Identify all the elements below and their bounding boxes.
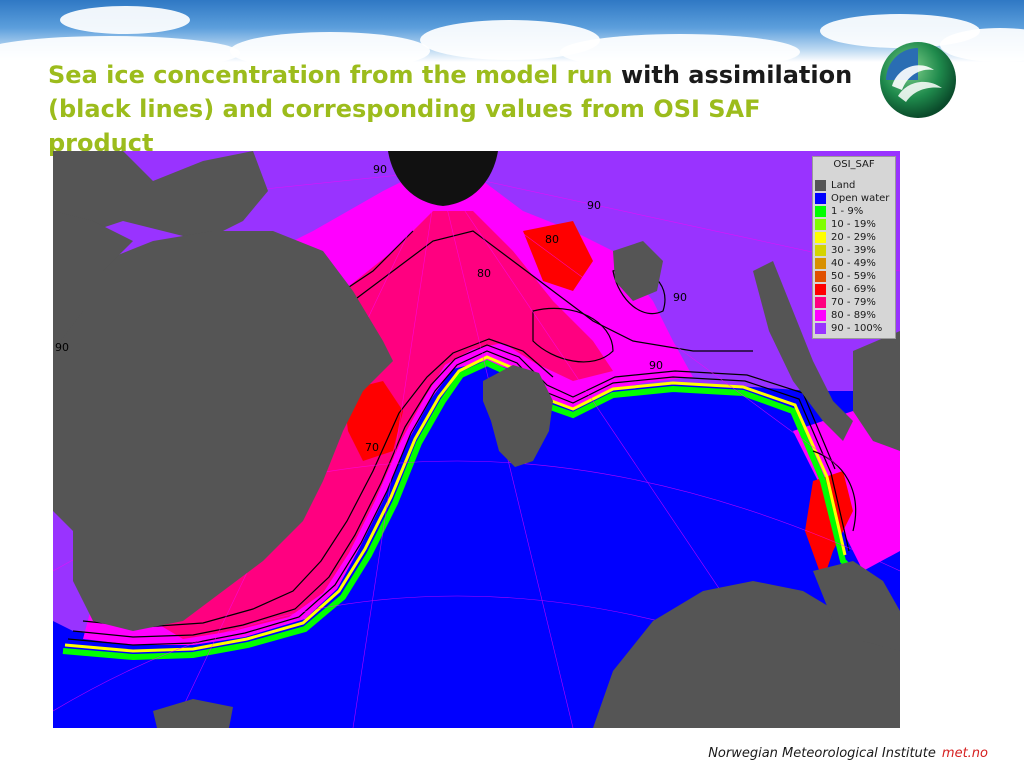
- ice-zone-east-60: [805, 471, 853, 581]
- ice-edge-band: [62, 359, 856, 661]
- legend-item: 80 - 89%: [815, 309, 889, 322]
- title-line2: (black lines) and corresponding values f…: [48, 95, 761, 157]
- legend-swatch: [815, 245, 826, 256]
- legend-swatch: [815, 232, 826, 243]
- legend-label: 90 - 100%: [831, 323, 883, 334]
- legend-swatch: [815, 310, 826, 321]
- legend-item: 70 - 79%: [815, 296, 889, 309]
- legend-item: 30 - 39%: [815, 244, 889, 257]
- legend-item: 20 - 29%: [815, 231, 889, 244]
- contour-label: 90: [587, 199, 601, 212]
- land-scandinavia: [593, 581, 900, 728]
- land-canada-west: [53, 151, 268, 241]
- legend-swatch: [815, 323, 826, 334]
- map-legend: OSI_SAF Land Open water 1 - 9% 10 - 19% 20 -…: [812, 156, 896, 339]
- ice-edge-band: [64, 355, 847, 653]
- sea-ice-map: 90 80 90 80 90 90 70 90: [53, 151, 900, 728]
- legend-label: 60 - 69%: [831, 284, 876, 295]
- title-line1-part2: with assimilation: [620, 61, 853, 89]
- land-iceland: [153, 699, 233, 728]
- legend-swatch: [815, 193, 826, 204]
- cloud: [560, 34, 800, 62]
- legend-swatch: [815, 206, 826, 217]
- legend-item: 90 - 100%: [815, 322, 889, 335]
- legend-item: 50 - 59%: [815, 270, 889, 283]
- contour-label: 70: [365, 441, 379, 454]
- legend-item: Land: [815, 179, 889, 192]
- land-kola: [813, 561, 900, 651]
- land-greenland: [53, 231, 393, 631]
- ice-zone-60: [523, 221, 593, 291]
- contour-label: 80: [477, 267, 491, 280]
- cloud: [60, 6, 190, 34]
- legend-item: 1 - 9%: [815, 205, 889, 218]
- legend-label: Land: [831, 180, 856, 191]
- met-no-logo-icon: [880, 42, 956, 118]
- land-svalbard: [483, 365, 553, 467]
- land-franz-josef: [613, 241, 663, 301]
- footer: Norwegian Meteorological Institute met.no: [708, 746, 988, 761]
- contour-label: 90: [373, 163, 387, 176]
- contour-label: 90: [55, 341, 69, 354]
- land-siberia-east: [853, 331, 900, 451]
- land-novaya-zemlya: [753, 261, 853, 441]
- north-pole-hole: [388, 151, 498, 206]
- cloud: [0, 36, 240, 62]
- legend-swatch: [815, 271, 826, 282]
- legend-label: 1 - 9%: [831, 206, 864, 217]
- legend-swatch: [815, 284, 826, 295]
- contour-label: 80: [545, 233, 559, 246]
- legend-label: 70 - 79%: [831, 297, 876, 308]
- legend-items: Land Open water 1 - 9% 10 - 19% 20 - 29% 30 -…: [815, 179, 889, 335]
- slide-title: Sea ice concentration from the model run…: [48, 58, 868, 160]
- legend-swatch: [815, 297, 826, 308]
- legend-label: 40 - 49%: [831, 258, 876, 269]
- footer-brand: met.no: [941, 746, 988, 761]
- legend-title: OSI_SAF: [833, 159, 875, 170]
- title-line1-part1: Sea ice concentration from the model run: [48, 61, 613, 89]
- land-ellesmere: [53, 211, 133, 351]
- legend-label: 50 - 59%: [831, 271, 876, 282]
- contour-label: 90: [649, 359, 663, 372]
- contour-label: 90: [673, 291, 687, 304]
- cloud: [230, 32, 430, 62]
- legend-label: 10 - 19%: [831, 219, 876, 230]
- legend-item: 60 - 69%: [815, 283, 889, 296]
- legend-label: Open water: [831, 193, 890, 204]
- legend-label: 20 - 29%: [831, 232, 876, 243]
- legend-swatch: [815, 258, 826, 269]
- legend-item: Open water: [815, 192, 889, 205]
- legend-swatch: [815, 219, 826, 230]
- legend-swatch: [815, 180, 826, 191]
- legend-item: 10 - 19%: [815, 218, 889, 231]
- footer-institute: Norwegian Meteorological Institute: [708, 746, 936, 761]
- legend-label: 80 - 89%: [831, 310, 876, 321]
- sky-banner: [0, 0, 1024, 62]
- legend-label: 30 - 39%: [831, 245, 876, 256]
- legend-item: 40 - 49%: [815, 257, 889, 270]
